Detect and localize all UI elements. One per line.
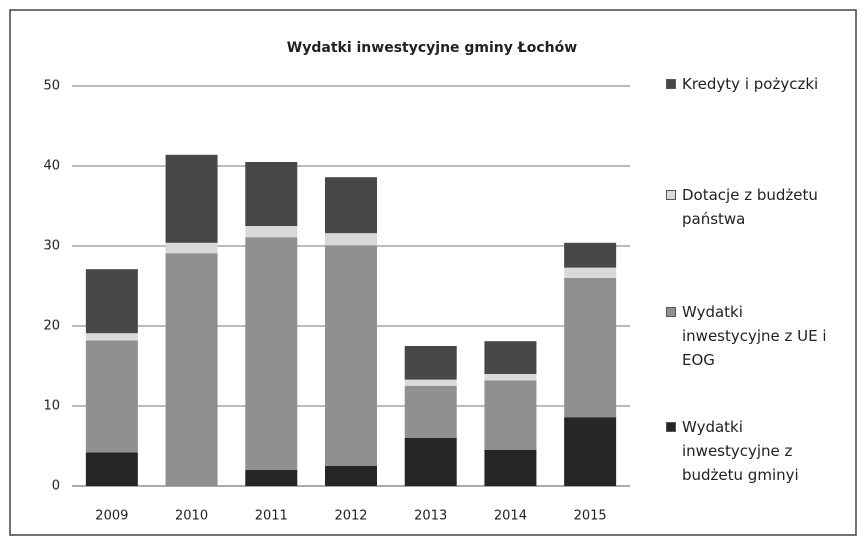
x-tick-label: 2015: [574, 509, 607, 524]
bar-segment: [85, 333, 138, 341]
bar-segment: [484, 450, 537, 486]
bar-segment: [404, 386, 457, 438]
legend-label: Wydatki inwestycyjne z budżetu gminyi: [682, 418, 799, 484]
bar-segment: [85, 269, 138, 334]
bar-segment: [484, 341, 537, 374]
bar-segment: [85, 340, 138, 453]
legend-item: Wydatki inwestycyjne z UE i EOG: [666, 300, 841, 372]
bar-segment: [165, 242, 218, 254]
bar-segment: [245, 226, 298, 238]
bar-segment: [564, 278, 617, 418]
legend-item: Kredyty i pożyczki: [666, 72, 841, 96]
x-tick-label: 2013: [414, 509, 447, 524]
bar-segment: [245, 470, 298, 486]
bar-segment: [325, 233, 377, 246]
bar-segment: [564, 242, 617, 268]
frame: [9, 9, 857, 536]
bar-segment: [484, 380, 537, 450]
x-tick-label: 2010: [175, 509, 208, 524]
y-tick-label: 10: [43, 399, 60, 414]
legend-swatch: [666, 190, 676, 200]
y-tick-label: 20: [43, 319, 60, 334]
bar-segment: [85, 452, 138, 486]
bar-segment: [404, 379, 457, 386]
bar-segment: [325, 177, 377, 234]
bar-segment: [245, 237, 298, 470]
bar-segment: [165, 253, 218, 486]
x-tick-label: 2014: [494, 509, 527, 524]
legend-label: Dotacje z budżetu państwa: [682, 186, 818, 228]
legend-item: Dotacje z budżetu państwa: [666, 183, 841, 231]
legend-swatch: [666, 307, 676, 317]
bar-segment: [245, 162, 298, 226]
bar-segment: [404, 438, 457, 486]
chart-title: Wydatki inwestycyjne gminy Łochów: [287, 40, 577, 56]
bar-segment: [564, 267, 617, 278]
y-tick-label: 50: [43, 79, 60, 94]
legend-label: Wydatki inwestycyjne z UE i EOG: [682, 303, 827, 369]
x-tick-label: 2009: [95, 509, 128, 524]
y-tick-label: 40: [43, 159, 60, 174]
legend-label: Kredyty i pożyczki: [682, 75, 819, 93]
legend-swatch: [666, 79, 676, 89]
bar-segment: [325, 245, 377, 466]
legend-item: Wydatki inwestycyjne z budżetu gminyi: [666, 415, 841, 487]
legend-swatch: [666, 422, 676, 432]
x-tick-label: 2011: [255, 509, 288, 524]
y-tick-label: 30: [43, 239, 60, 254]
bar-segment: [564, 417, 617, 486]
bar-segment: [325, 466, 377, 486]
x-tick-label: 2012: [334, 509, 367, 524]
bar-segment: [165, 154, 218, 243]
bar-segment: [484, 374, 537, 381]
y-tick-label: 0: [52, 479, 60, 494]
bar-segment: [404, 346, 457, 380]
